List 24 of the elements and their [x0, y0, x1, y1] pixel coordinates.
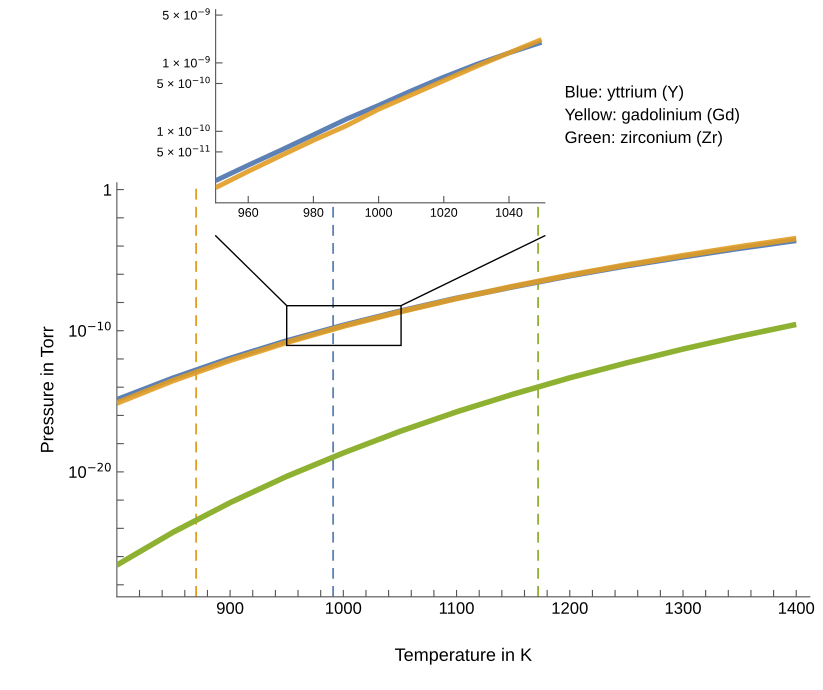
y-tick-label: 5 × 10$^{−11}$ — [157, 145, 210, 156]
text: Blue: yttrium (Y) — [566, 85, 684, 101]
x-tick-label: 1040 — [496, 208, 522, 217]
x-tick-label: 980 — [304, 208, 324, 217]
text: Green: zirconium (Zr) — [565, 130, 722, 146]
x-tick-label: 900 — [216, 602, 244, 614]
y-tick-label: 1 × 10$^{−9}$ — [163, 56, 210, 68]
y-tick-label: 5 × 10$^{−10}$ — [157, 76, 210, 88]
x-tick-label: 1100 — [440, 602, 474, 614]
x-tick-label: 960 — [238, 208, 258, 217]
y-tick-label: 1 — [104, 184, 112, 196]
x-tick-label: 1200 — [552, 602, 588, 614]
x-tick-label: 1300 — [666, 602, 701, 614]
y-tick-label: 10$^{−10}$ — [69, 322, 111, 337]
y-axis-title: Pressure in Torr — [40, 326, 54, 452]
x-tick-label: 1400 — [778, 602, 814, 614]
x-tick-label: 1000 — [366, 208, 392, 217]
x-tick-label: 1000 — [326, 602, 362, 614]
text: Yellow: gadolinium (Gd) — [564, 108, 739, 124]
x-tick-label: 1020 — [430, 208, 458, 217]
y-tick-label: 10$^{−20}$ — [69, 462, 111, 478]
y-tick-label: 5 × 10$^{−9}$ — [162, 8, 210, 20]
y-tick-label: 1 × 10$^{−10}$ — [158, 124, 210, 136]
x-axis-title: Temperature in K — [395, 648, 532, 665]
